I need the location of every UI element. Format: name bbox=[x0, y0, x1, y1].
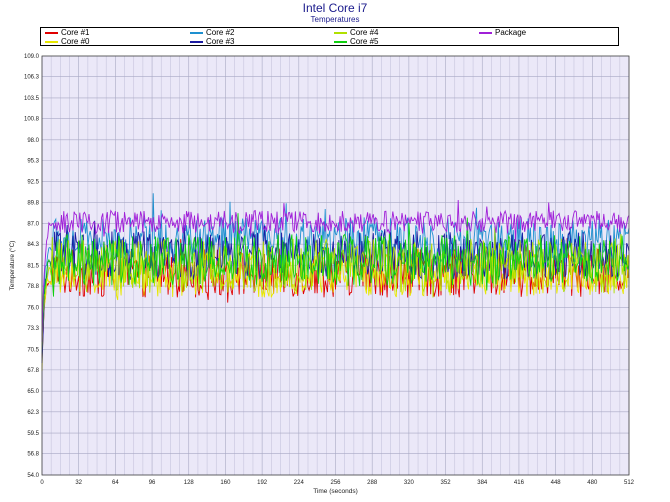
legend-label: Core #0 bbox=[61, 37, 90, 46]
x-tick-label: 96 bbox=[149, 480, 156, 486]
y-tick-label: 106.3 bbox=[24, 75, 40, 81]
y-tick-label: 56.8 bbox=[27, 452, 39, 458]
x-axis-label: Time (seconds) bbox=[313, 488, 358, 495]
y-tick-label: 100.8 bbox=[24, 116, 40, 122]
x-tick-label: 32 bbox=[75, 480, 82, 486]
chart-subtitle: Temperatures bbox=[310, 15, 360, 24]
y-tick-label: 73.3 bbox=[27, 326, 39, 332]
x-tick-label: 512 bbox=[624, 480, 635, 486]
legend-swatch bbox=[45, 40, 58, 43]
x-tick-label: 64 bbox=[112, 480, 119, 486]
legend-label: Core #1 bbox=[61, 28, 90, 37]
legend-swatch bbox=[334, 40, 347, 43]
x-tick-label: 192 bbox=[257, 480, 268, 486]
legend-item-package: Package bbox=[479, 28, 526, 37]
y-tick-label: 89.8 bbox=[27, 200, 39, 206]
y-tick-label: 65.0 bbox=[27, 389, 39, 395]
x-tick-label: 480 bbox=[587, 480, 598, 486]
x-tick-label: 128 bbox=[184, 480, 195, 486]
y-tick-label: 84.3 bbox=[27, 242, 39, 248]
y-tick-label: 109.0 bbox=[24, 54, 40, 60]
y-tick-label: 98.0 bbox=[27, 138, 39, 144]
legend-item-core-1: Core #1 bbox=[45, 28, 89, 37]
x-tick-label: 0 bbox=[40, 480, 44, 486]
y-tick-label: 62.3 bbox=[27, 410, 39, 416]
legend-swatch bbox=[334, 31, 347, 34]
legend-label: Core #5 bbox=[350, 37, 379, 46]
y-tick-label: 67.8 bbox=[27, 368, 39, 374]
x-tick-label: 384 bbox=[477, 480, 488, 486]
y-tick-label: 81.5 bbox=[27, 264, 39, 270]
series-line-core-3 bbox=[41, 220, 630, 364]
legend-label: Package bbox=[495, 28, 527, 37]
legend-label: Core #3 bbox=[206, 37, 235, 46]
y-axis-label: Temperature (°C) bbox=[8, 241, 16, 291]
legend-label: Core #4 bbox=[350, 28, 379, 37]
y-tick-label: 76.0 bbox=[27, 305, 39, 311]
y-tick-label: 92.5 bbox=[27, 180, 39, 186]
x-tick-label: 320 bbox=[404, 480, 415, 486]
legend-item-core-4: Core #4 bbox=[334, 28, 378, 37]
series-line-package bbox=[41, 199, 630, 342]
y-tick-label: 103.5 bbox=[24, 96, 40, 102]
plot-border bbox=[41, 55, 630, 476]
x-tick-label: 448 bbox=[551, 480, 562, 486]
legend-label: Core #2 bbox=[206, 28, 235, 37]
legend-swatch bbox=[190, 40, 203, 43]
legend-item-core-0: Core #0 bbox=[45, 37, 89, 46]
x-tick-label: 352 bbox=[441, 480, 452, 486]
legend-swatch bbox=[190, 31, 203, 34]
x-tick-label: 288 bbox=[367, 480, 378, 486]
chart-title: Intel Core i7 bbox=[302, 1, 368, 15]
x-tick-label: 416 bbox=[514, 480, 525, 486]
legend-swatch bbox=[45, 31, 58, 34]
y-tick-label: 95.3 bbox=[27, 158, 39, 164]
y-tick-label: 54.0 bbox=[27, 473, 39, 479]
legend-item-core-3: Core #3 bbox=[190, 37, 234, 46]
y-tick-label: 59.5 bbox=[27, 431, 39, 437]
x-tick-label: 256 bbox=[330, 480, 341, 486]
legend: Core #1 Core #0 Core #2 Core #3 Core #4 … bbox=[40, 27, 619, 46]
series-line-core-5 bbox=[41, 213, 630, 337]
x-tick-label: 160 bbox=[220, 480, 231, 486]
legend-swatch bbox=[479, 31, 492, 34]
legend-item-core-5: Core #5 bbox=[334, 37, 378, 46]
y-tick-label: 70.5 bbox=[27, 347, 39, 353]
y-tick-label: 78.8 bbox=[27, 284, 39, 290]
x-tick-label: 224 bbox=[294, 480, 305, 486]
y-tick-label: 87.0 bbox=[27, 222, 39, 228]
legend-item-core-2: Core #2 bbox=[190, 28, 234, 37]
